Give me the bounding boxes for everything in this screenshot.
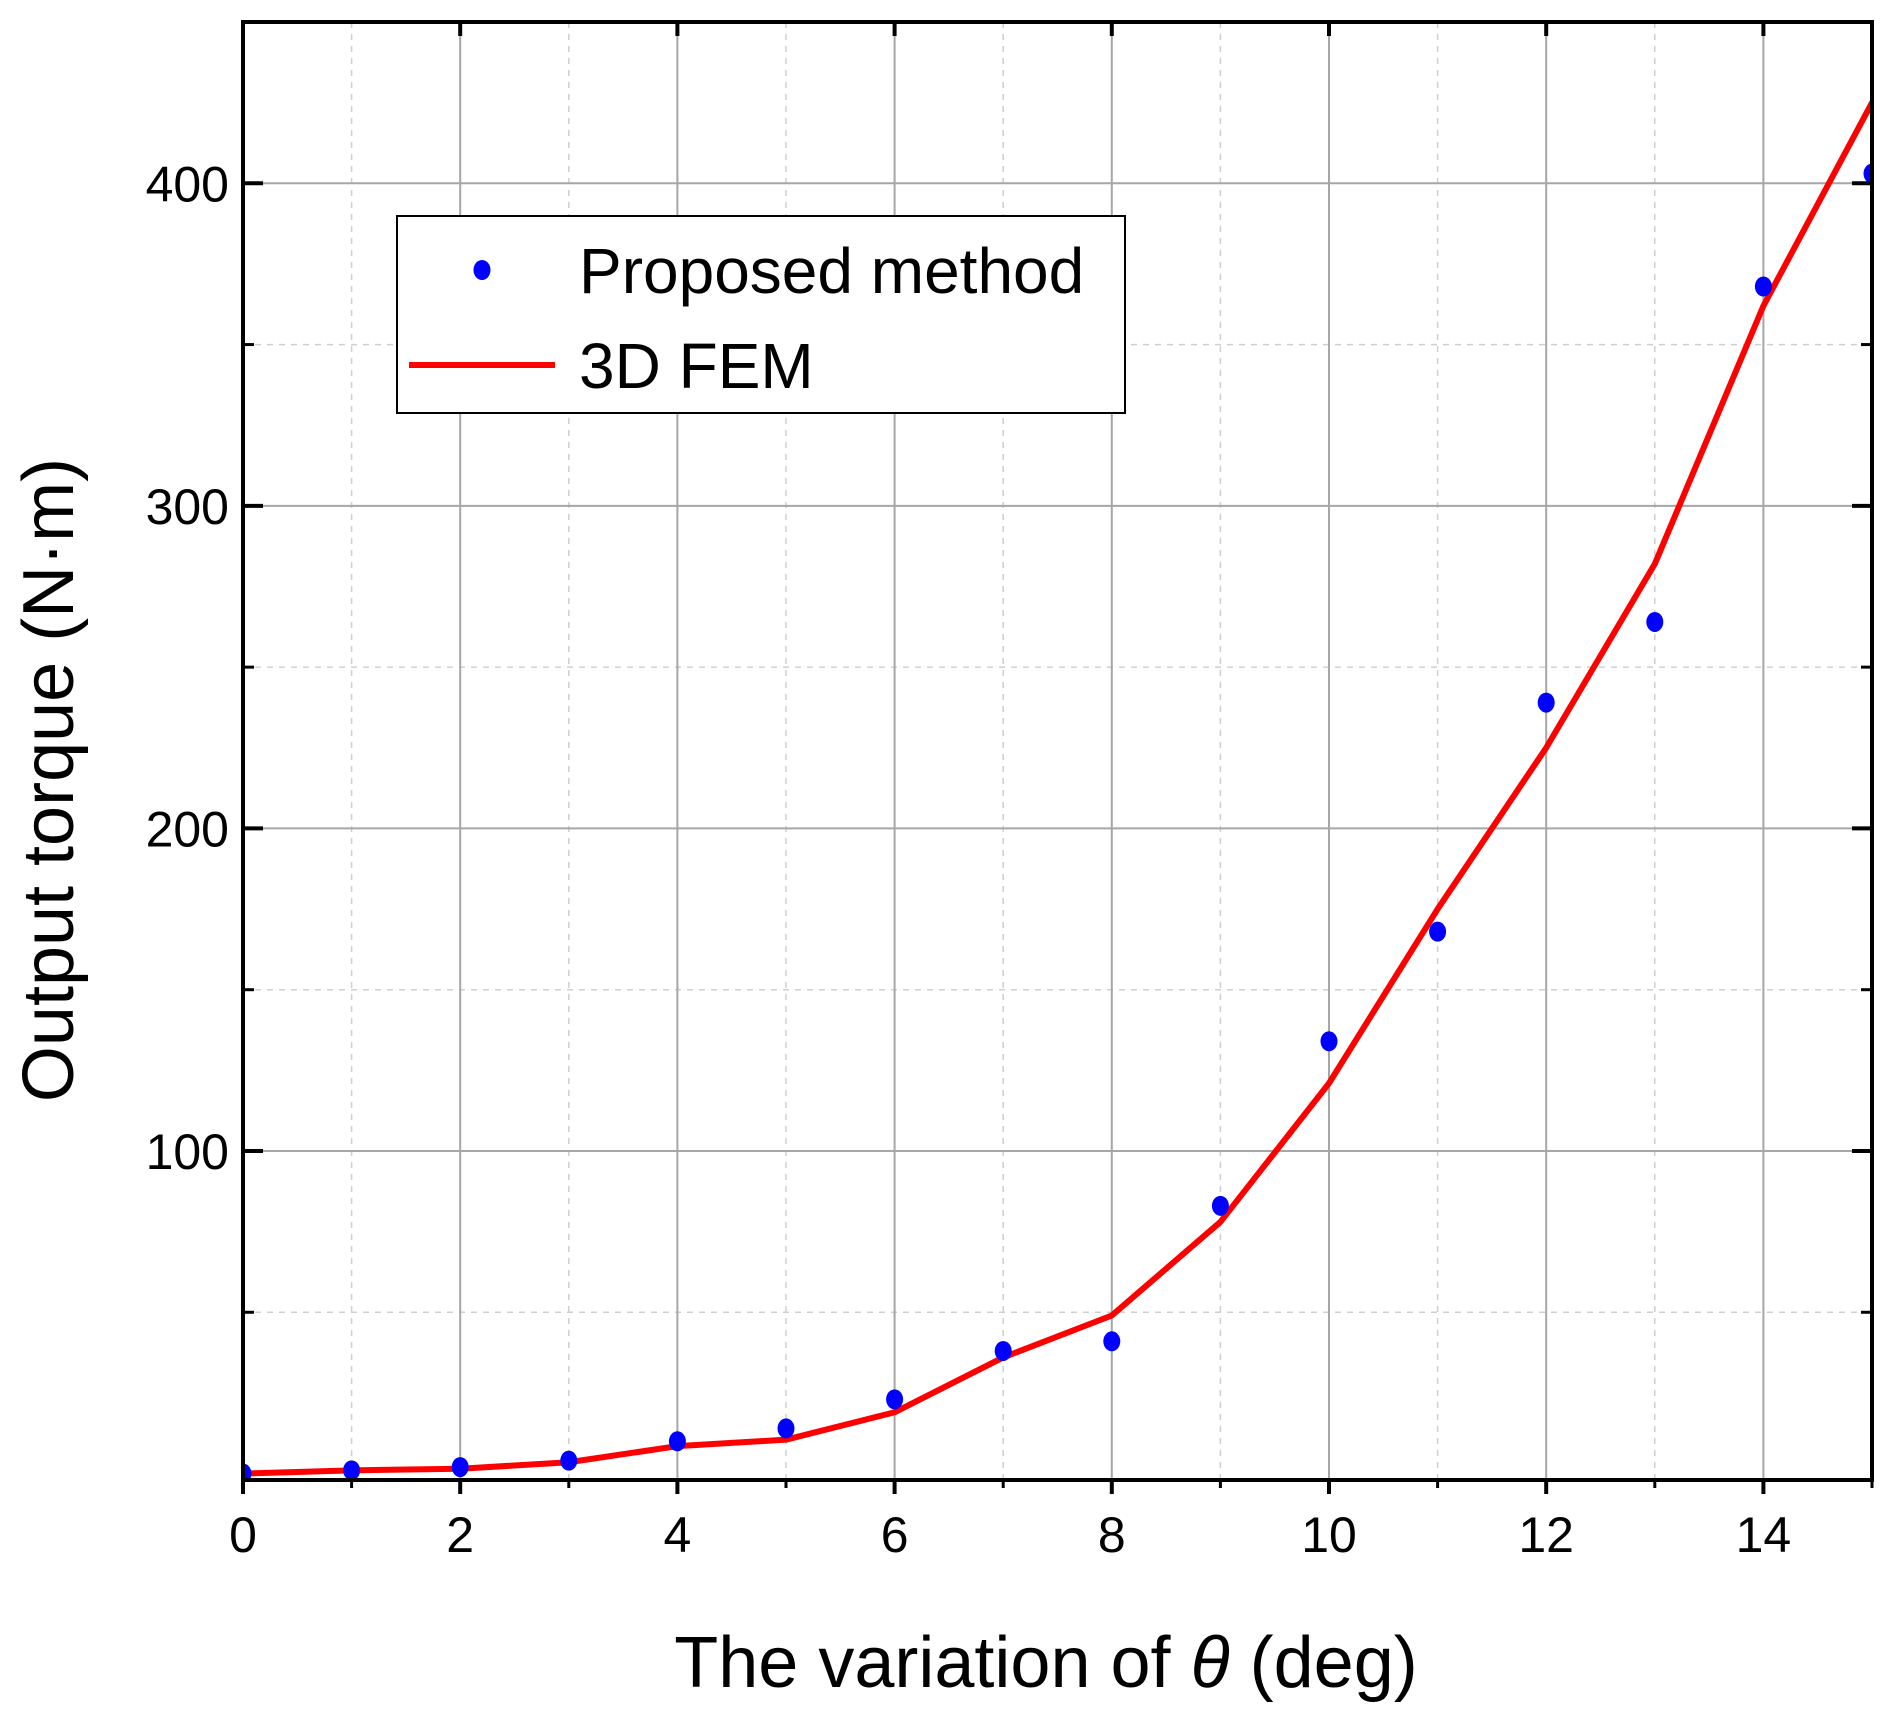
y-tick-label: 100 (146, 1124, 229, 1180)
x-axis-title-part-3: (deg) (1230, 1623, 1418, 1703)
x-tick-label: 6 (881, 1507, 909, 1563)
x-tick-label: 10 (1301, 1507, 1357, 1563)
legend-label: 3D FEM (579, 330, 814, 402)
proposed-method-point (1429, 921, 1447, 942)
proposed-method-point (1537, 692, 1555, 713)
y-tick-label: 400 (146, 156, 229, 212)
x-tick-label: 8 (1098, 1507, 1126, 1563)
x-axis-title: The variation of θ (deg) (674, 1623, 1417, 1703)
proposed-method-point (994, 1340, 1012, 1361)
y-tick-label: 200 (146, 801, 229, 857)
proposed-method-point (1103, 1331, 1121, 1352)
x-tick-label: 14 (1736, 1507, 1792, 1563)
x-axis-title-part-1: The variation of (674, 1623, 1190, 1703)
x-tick-label: 0 (229, 1507, 257, 1563)
y-axis-title: Output torque (N·m) (9, 458, 89, 1102)
proposed-method-point (1211, 1195, 1229, 1216)
proposed-method-point (343, 1460, 361, 1480)
fem-series-line (243, 99, 1872, 1477)
x-axis-title-theta: θ (1191, 1623, 1230, 1703)
proposed-method-point (1863, 163, 1872, 184)
plot-area (243, 99, 1872, 1480)
legend: Proposed method 3D FEM (396, 215, 1126, 414)
x-tick-label: 4 (663, 1507, 691, 1563)
legend-box (396, 215, 1126, 414)
plot-frame (241, 20, 1874, 1482)
x-tick-label: 12 (1518, 1507, 1574, 1563)
proposed-method-point (451, 1457, 469, 1478)
y-tick-label: 300 (146, 479, 229, 535)
legend-label: Proposed method (579, 235, 1084, 307)
axes: 0 2 4 6 8 10 12 14 100 200 300 400 (146, 20, 1874, 1563)
proposed-method-point (243, 1463, 252, 1480)
proposed-method-point (1646, 611, 1664, 632)
proposed-method-point (886, 1389, 904, 1410)
proposed-method-point (560, 1450, 578, 1471)
x-tick-label: 2 (446, 1507, 474, 1563)
proposed-method-point (668, 1431, 686, 1452)
proposed-method-point (1320, 1031, 1338, 1052)
legend-marker-proposed-method (473, 260, 491, 280)
proposed-method-point (1754, 276, 1772, 297)
proposed-method-point (777, 1418, 795, 1439)
